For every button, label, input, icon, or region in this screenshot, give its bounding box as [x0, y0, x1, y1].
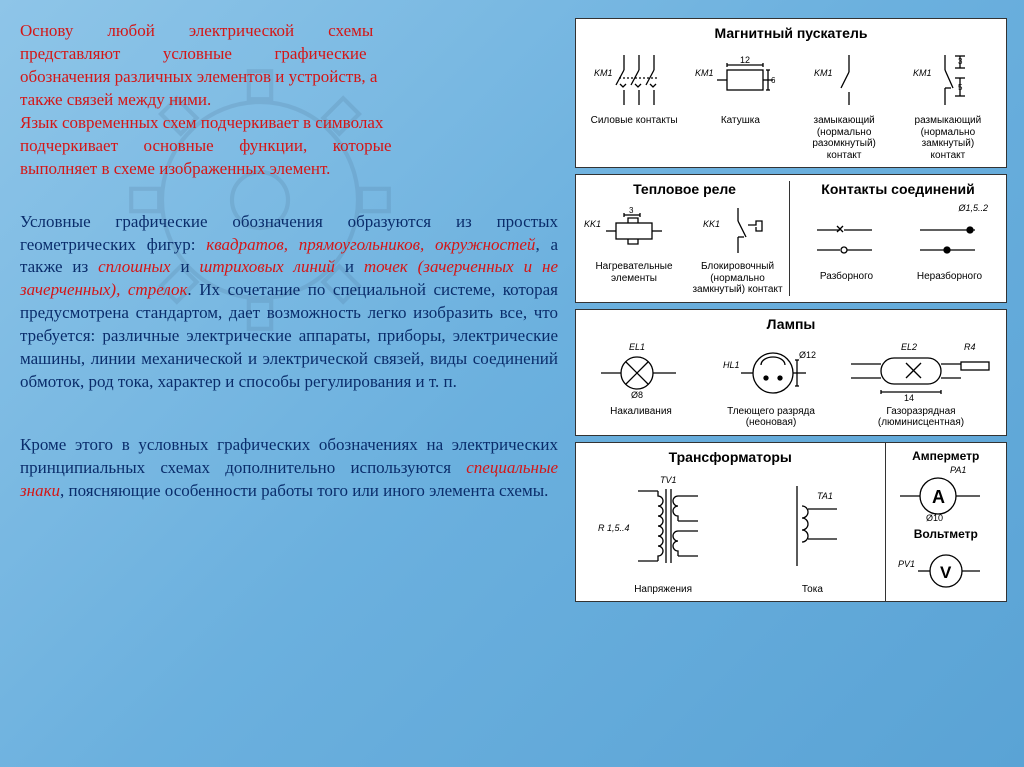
panel-transformers-meters: Трансформаторы TV1 R 1,5..4 — [575, 442, 1007, 603]
panel-title: Амперметр — [890, 449, 1003, 463]
text-run: и — [171, 257, 200, 276]
symbol-label: Силовые контакты — [589, 115, 679, 127]
panel-title: Вольтметр — [890, 527, 1003, 541]
svg-text:R4: R4 — [964, 342, 976, 352]
word: Основу — [20, 21, 73, 40]
paragraph-3: Кроме этого в условных графических обозн… — [20, 434, 558, 503]
fluorescent-icon: EL2 R4 14 — [846, 338, 996, 403]
symbol-label: Тока — [757, 584, 867, 596]
word: основные — [144, 136, 214, 155]
symbol-label: Нагревательные элементы — [584, 261, 684, 284]
symbol-label: Газоразрядная (люминисцентная) — [846, 406, 996, 429]
svg-text:PV1: PV1 — [898, 559, 915, 569]
ammeter-icon: PA1 A Ø10 — [890, 463, 990, 523]
symbol-label: размыкающий (нормально замкнутый) контак… — [903, 115, 993, 161]
word: схемы — [328, 21, 373, 40]
symbol-label: Блокировочный (нормально замкнутый) конт… — [690, 261, 785, 296]
svg-text:TA1: TA1 — [817, 491, 833, 501]
svg-text:KM1: KM1 — [594, 68, 613, 78]
heater-icon: KK1 3 — [584, 203, 684, 258]
line: Язык современных схем подчеркивает в сим… — [20, 113, 383, 132]
text-emphasis: сплошных — [98, 257, 171, 276]
paragraph-1: Основу любой электрической схемы предста… — [20, 20, 558, 181]
svg-text:KK1: KK1 — [703, 219, 720, 229]
incandescent-icon: EL1 Ø8 — [591, 338, 691, 403]
text-run: и — [335, 257, 364, 276]
svg-text:12: 12 — [740, 55, 750, 65]
svg-text:EL1: EL1 — [629, 342, 645, 352]
svg-text:KK1: KK1 — [584, 219, 601, 229]
detachable-conn-icon — [812, 218, 882, 263]
svg-text:KM1: KM1 — [695, 68, 714, 78]
text-column: Основу любой электрической схемы предста… — [20, 20, 558, 533]
symbol-label: Катушка — [695, 115, 785, 127]
svg-text:R 1,5..4: R 1,5..4 — [598, 523, 630, 533]
svg-text:EL2: EL2 — [901, 342, 917, 352]
svg-text:Ø10: Ø10 — [926, 513, 943, 523]
symbol-label: Неразборного — [910, 271, 990, 283]
voltmeter-icon: PV1 V — [890, 541, 990, 591]
svg-text:6: 6 — [771, 76, 776, 85]
nc-contact-icon: KM1 3 5 — [913, 50, 983, 110]
line: обозначения различных элементов и устрой… — [20, 67, 377, 86]
text-emphasis: квадратов, прямоугольников, окружностей — [206, 235, 535, 254]
svg-text:TV1: TV1 — [660, 475, 677, 485]
permanent-conn-icon — [915, 218, 985, 263]
line: выполняет в схеме изображенных элемент. — [20, 159, 330, 178]
panel-title: Трансформаторы — [584, 449, 877, 465]
symbol-label: Накаливания — [586, 406, 696, 418]
coil-icon: KM1 12 6 — [695, 50, 785, 110]
neon-lamp-icon: HL1 Ø12 — [711, 338, 831, 403]
svg-text:Ø12: Ø12 — [799, 350, 816, 360]
symbol-label: Разборного — [807, 271, 887, 283]
word: электрической — [189, 21, 294, 40]
symbol-label: замыкающий (нормально разомкнутый) конта… — [802, 115, 887, 161]
panel-lamps: Лампы EL1 Ø8 Накаливания — [575, 309, 1007, 436]
text-run: , поясняющие особенности работы того или… — [60, 481, 548, 500]
svg-text:HL1: HL1 — [723, 360, 740, 370]
paragraph-2: Условные графические обозначения образую… — [20, 211, 558, 395]
panel-thermal-connections: Тепловое реле KK1 — [575, 174, 1007, 303]
diagram-column: Магнитный пускатель KM1 С — [575, 18, 1007, 608]
panel-title: Магнитный пускатель — [584, 25, 998, 41]
panel-title: Контакты соединений — [798, 181, 998, 197]
word: графические — [274, 44, 366, 63]
word: условные — [163, 44, 232, 63]
svg-text:KM1: KM1 — [814, 68, 833, 78]
svg-text:PA1: PA1 — [950, 465, 966, 475]
symbol-label: Напряжения — [593, 584, 733, 596]
symbol-label: Тлеющего разряда (неоновая) — [706, 406, 836, 429]
no-contact-icon: KM1 — [814, 50, 874, 110]
svg-text:A: A — [932, 487, 945, 507]
line: также связей между ними. — [20, 90, 211, 109]
svg-text:14: 14 — [904, 393, 914, 403]
thermal-nc-icon: KK1 — [703, 203, 773, 258]
panel-title: Лампы — [584, 316, 998, 332]
panel-title: Тепловое реле — [584, 181, 785, 197]
word: представляют — [20, 44, 120, 63]
text-emphasis: штриховых линий — [200, 257, 335, 276]
svg-text:3: 3 — [629, 206, 634, 215]
svg-text:Ø8: Ø8 — [631, 390, 643, 400]
dimension-label: Ø1,5..2 — [798, 203, 998, 213]
word: подчеркивает — [20, 136, 118, 155]
svg-text:V: V — [940, 563, 952, 582]
word: которые — [333, 136, 392, 155]
power-contacts-icon: KM1 — [594, 50, 674, 110]
svg-text:KM1: KM1 — [913, 68, 932, 78]
current-transformer-icon: TA1 — [762, 471, 862, 581]
panel-magnetic-starter: Магнитный пускатель KM1 С — [575, 18, 1007, 168]
word: любой — [107, 21, 154, 40]
word: функции, — [239, 136, 307, 155]
voltage-transformer-icon: TV1 R 1,5..4 — [598, 471, 728, 581]
